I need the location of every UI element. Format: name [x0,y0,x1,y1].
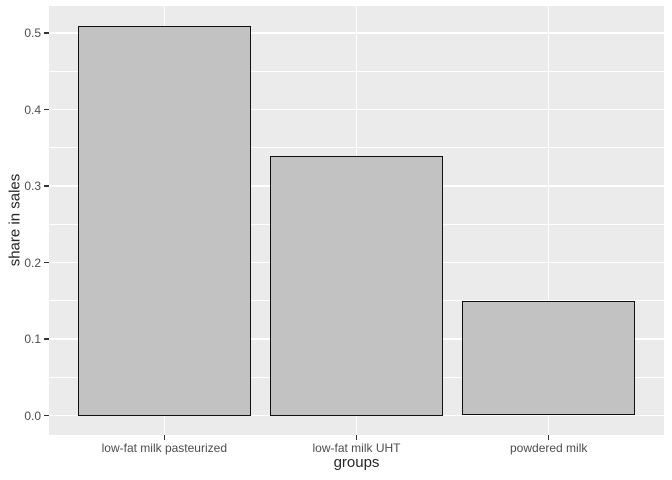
x-tick-label: low-fat milk UHT [312,441,401,455]
y-tick-mark [44,185,49,187]
bar-1 [77,25,251,416]
y-tick-label: 0.3 [24,179,41,194]
y-tick-label: 0.4 [24,102,41,117]
plot-panel [49,6,664,435]
x-tick-label: powdered milk [510,441,588,455]
y-tick-label: 0.5 [24,26,41,41]
x-axis-title: groups [333,454,380,471]
y-tick-mark [44,261,49,264]
bar-2 [270,155,443,416]
y-tick-label: 0.2 [24,255,41,270]
y-tick-mark [44,338,49,340]
y-tick-label: 0.0 [24,408,41,423]
bar-3 [462,300,636,416]
y-tick-mark [44,108,49,111]
x-tick-label: low-fat milk pasteurized [101,441,227,455]
y-tick-mark [44,32,49,34]
x-tick-mark [547,435,550,440]
major-gridline-vertical [547,6,550,435]
x-tick-mark [163,435,166,440]
y-tick-label: 0.1 [24,332,41,347]
y-tick-mark [44,414,49,417]
x-tick-mark [355,435,358,440]
